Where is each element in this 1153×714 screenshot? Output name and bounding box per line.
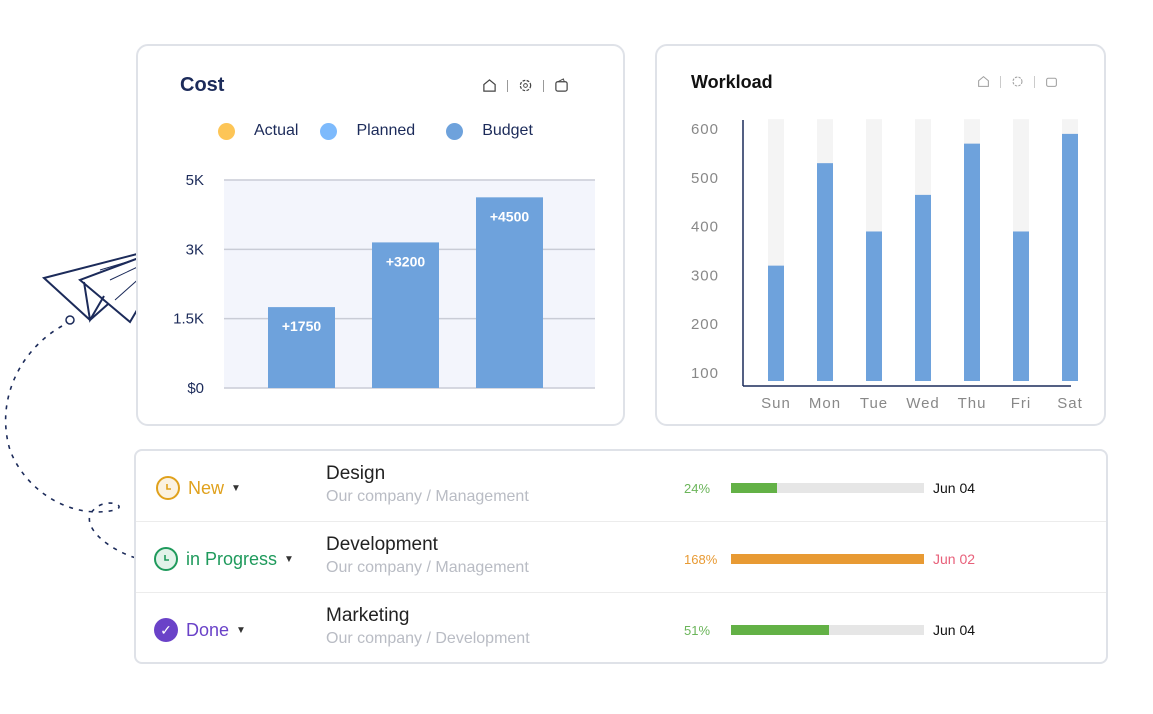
- cost-bar: [476, 197, 543, 388]
- workload-bar: [1062, 133, 1078, 381]
- y-tick-label: 300: [691, 267, 719, 284]
- legend-label: Actual: [254, 122, 299, 139]
- task-path: Our company / Development: [326, 630, 530, 647]
- x-tick-label: Wed: [906, 395, 940, 412]
- progress-bar: [731, 483, 924, 493]
- x-tick-label: Fri: [1011, 395, 1032, 412]
- divider: [1000, 75, 1001, 88]
- status-label: Done: [186, 619, 230, 640]
- progress-fill: [731, 625, 830, 635]
- table-row[interactable]: ✓ Done ▼ Marketing Our company / Developme…: [136, 593, 1106, 664]
- clock-icon: [156, 476, 180, 500]
- wallet-icon[interactable]: [1045, 75, 1058, 88]
- y-tick-label: 1.5K: [173, 311, 204, 328]
- workload-bar: [768, 265, 784, 381]
- y-tick-label: 200: [691, 316, 719, 333]
- x-tick-label: Thu: [958, 395, 987, 412]
- table-row[interactable]: New ▼ Design Our company / Management 24%…: [136, 451, 1106, 522]
- caret-down-icon: ▼: [236, 624, 246, 636]
- x-tick-label: Sat: [1057, 395, 1083, 412]
- progress-percent: 51%: [684, 623, 711, 638]
- wallet-icon[interactable]: [554, 78, 569, 93]
- workload-chart: 100 200 300 400 500 600 Sun Mon Tue Wed Thu Fri Sat: [691, 119, 1083, 412]
- x-tick-label: Tue: [860, 395, 888, 412]
- workload-bar: [915, 194, 931, 381]
- bar-value-label: +3200: [386, 253, 426, 269]
- status-dropdown[interactable]: in Progress ▼: [154, 547, 294, 571]
- y-tick-label: 100: [691, 365, 719, 382]
- status-label: in Progress: [186, 548, 278, 569]
- status-dropdown[interactable]: ✓ Done ▼: [154, 618, 246, 642]
- legend-label: Budget: [482, 122, 533, 139]
- cost-title: Cost: [180, 74, 225, 96]
- table-row[interactable]: in Progress ▼ Development Our company / M…: [136, 522, 1106, 593]
- divider: [543, 79, 544, 92]
- task-name[interactable]: Marketing: [326, 605, 410, 626]
- task-path: Our company / Management: [326, 488, 529, 505]
- gear-icon[interactable]: [518, 78, 533, 93]
- legend-dot-actual: [218, 122, 235, 140]
- workload-bar: [964, 143, 980, 381]
- workload-card: Workload 100 200 300 400 500 600 Sun Mon Tue Wed T…: [655, 44, 1106, 426]
- workload-bar: [1013, 231, 1029, 381]
- status-label: New: [188, 477, 225, 498]
- x-tick-label: Sun: [761, 395, 791, 412]
- workload-bar: [817, 163, 833, 381]
- progress-fill: [731, 483, 778, 493]
- task-table: New ▼ Design Our company / Management 24%…: [134, 449, 1108, 664]
- y-tick-label: 5K: [186, 172, 204, 189]
- task-name[interactable]: Development: [326, 534, 438, 555]
- chart-legend: Actual Planned Budget: [218, 122, 533, 140]
- bar-value-label: +1750: [282, 318, 322, 334]
- y-tick-label: 600: [691, 121, 719, 138]
- legend-dot-budget: [446, 122, 464, 140]
- progress-percent: 24%: [684, 481, 711, 496]
- divider: [1034, 75, 1035, 88]
- y-tick-label: 500: [691, 170, 719, 187]
- divider: [507, 79, 508, 92]
- due-date: Jun 04: [933, 622, 976, 638]
- task-name[interactable]: Design: [326, 463, 386, 484]
- status-dropdown[interactable]: New ▼: [156, 476, 241, 500]
- task-path: Our company / Management: [326, 559, 529, 576]
- cost-chart: $0 1.5K 3K 5K +1750 +3200 +4500: [173, 172, 595, 397]
- y-tick-label: $0: [187, 380, 204, 397]
- cost-bar: [268, 307, 335, 388]
- x-tick-label: Mon: [809, 395, 841, 412]
- legend-dot-planned: [320, 122, 338, 140]
- y-tick-label: 3K: [186, 241, 204, 258]
- due-date: Jun 02: [933, 551, 976, 567]
- caret-down-icon: ▼: [231, 482, 241, 494]
- caret-down-icon: ▼: [284, 553, 294, 565]
- home-icon[interactable]: [977, 75, 990, 88]
- check-icon: ✓: [154, 618, 178, 642]
- legend-label: Planned: [356, 122, 416, 139]
- workload-bar: [866, 231, 882, 381]
- progress-bar: [731, 554, 924, 564]
- progress-fill: [731, 554, 924, 564]
- cost-bar: [372, 242, 439, 388]
- workload-title: Workload: [691, 72, 773, 92]
- progress-percent: 168%: [684, 552, 718, 567]
- y-tick-label: 400: [691, 219, 719, 236]
- due-date: Jun 04: [933, 480, 976, 496]
- cost-card: Cost Actual Planned Budget $0 1.5K 3K 5K +17…: [136, 44, 625, 426]
- home-icon[interactable]: [482, 78, 497, 93]
- gear-icon[interactable]: [1011, 75, 1024, 88]
- clock-icon: [154, 547, 178, 571]
- progress-bar: [731, 625, 924, 635]
- bar-value-label: +4500: [490, 208, 530, 224]
